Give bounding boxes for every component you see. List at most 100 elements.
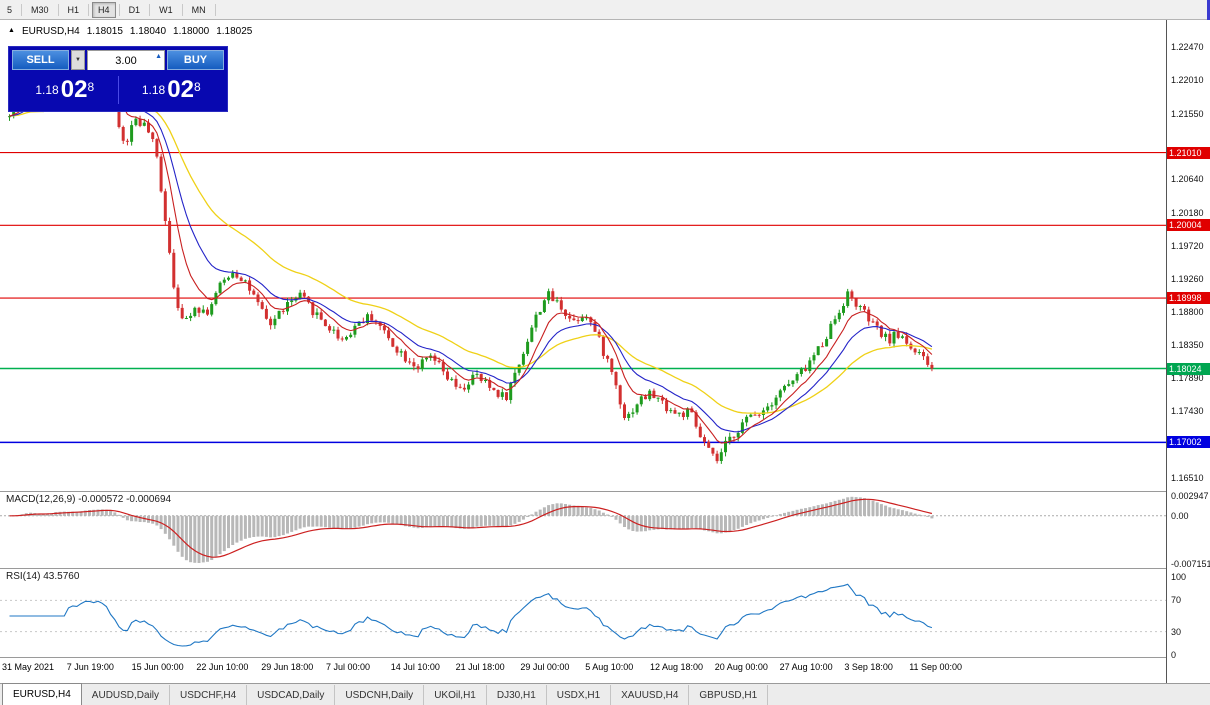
price-level-tag: 1.20004 bbox=[1167, 219, 1210, 232]
timeframe-button-mn[interactable]: MN bbox=[186, 2, 212, 18]
rsi-indicator-label: RSI(14) 43.5760 bbox=[6, 571, 80, 582]
timeframe-button-w1[interactable]: W1 bbox=[153, 2, 179, 18]
ohlc-low-value: 1.18000 bbox=[173, 26, 210, 37]
time-axis-label: 29 Jun 18:00 bbox=[261, 662, 314, 672]
sell-price-prefix: 1.18 bbox=[35, 83, 59, 98]
ohlc-high-value: 1.18040 bbox=[129, 26, 167, 37]
chart-tab-usdcnh[interactable]: USDCNH,Daily bbox=[335, 685, 425, 705]
chart-region: ▲ EURUSD,H4 1.18015 1.18040 1.18000 1.18… bbox=[0, 20, 1210, 683]
price-axis-label: 1.19260 bbox=[1171, 274, 1204, 285]
ohlc-close-value: 1.18025 bbox=[216, 26, 253, 37]
time-axis-label: 20 Aug 00:00 bbox=[714, 662, 768, 672]
chart-tab-xauusd[interactable]: XAUUSD,H4 bbox=[611, 685, 690, 705]
price-level-tag: 1.21010 bbox=[1167, 146, 1210, 159]
price-axis-label: 1.21550 bbox=[1171, 108, 1204, 119]
axis-separator bbox=[1166, 20, 1167, 683]
price-axis[interactable]: 1.22470 1.22010 1.21550 1.20640 1.20180 1.197… bbox=[1167, 20, 1210, 683]
toolbar-separator bbox=[57, 3, 59, 16]
timeframe-button-h1[interactable]: H1 bbox=[62, 2, 86, 18]
chart-tab-gbpusd[interactable]: GBPUSD,H1 bbox=[689, 685, 769, 705]
time-axis-label: 5 Aug 10:00 bbox=[585, 662, 634, 672]
time-axis-label: 3 Sep 18:00 bbox=[844, 662, 893, 672]
timeframe-button-5[interactable]: 5 bbox=[1, 2, 18, 18]
toolbar-separator bbox=[21, 3, 23, 16]
time-axis-label: 11 Sep 00:00 bbox=[909, 662, 963, 672]
price-level-tag: 1.17002 bbox=[1167, 436, 1210, 449]
time-axis[interactable]: 31 May 2021 7 Jun 19:00 15 Jun 00:00 22 Jun… bbox=[0, 657, 1166, 683]
sell-price-big: 02 bbox=[60, 75, 88, 103]
time-axis-label: 31 May 2021 bbox=[2, 662, 55, 672]
buy-button[interactable]: BUY bbox=[167, 50, 224, 70]
toolbar-separator bbox=[88, 3, 90, 16]
chart-tab-dj30[interactable]: DJ30,H1 bbox=[487, 685, 547, 705]
chart-tab-usdcad[interactable]: USDCAD,Daily bbox=[247, 685, 336, 705]
timeframe-button-h4[interactable]: H4 bbox=[92, 1, 116, 18]
trade-panel-controls: SELL ▼ ▲ BUY bbox=[12, 50, 224, 70]
price-axis-label: 1.20640 bbox=[1171, 174, 1204, 185]
chart-tab-bar: EURUSD,H4 AUDUSD,Daily USDCHF,H4 USDCAD,Dai… bbox=[0, 683, 1210, 705]
time-axis-label: 14 Jul 10:00 bbox=[390, 662, 440, 672]
macd-axis-label: 0.002947 bbox=[1171, 491, 1209, 501]
buy-price-prefix: 1.18 bbox=[141, 83, 166, 98]
price-axis-label: 1.19720 bbox=[1171, 240, 1204, 251]
sell-price-display[interactable]: 1.18 02 8 bbox=[12, 75, 118, 103]
chart-symbol-label: EURUSD,H4 bbox=[21, 26, 80, 37]
time-axis-label: 7 Jul 00:00 bbox=[326, 662, 371, 672]
macd-indicator-label: MACD(12,26,9) -0.000572 -0.000694 bbox=[6, 494, 172, 505]
pane-separator[interactable] bbox=[0, 491, 1210, 492]
volume-field-wrap: ▲ bbox=[87, 50, 165, 70]
toolbar-separator bbox=[214, 3, 216, 16]
chart-tab-usdchf[interactable]: USDCHF,H4 bbox=[170, 685, 248, 705]
time-axis-label: 27 Aug 10:00 bbox=[779, 662, 833, 672]
sell-button[interactable]: SELL bbox=[12, 50, 69, 70]
macd-axis-label: 0.00 bbox=[1171, 510, 1189, 521]
volume-dropdown-icon[interactable]: ▼ bbox=[71, 50, 85, 70]
time-axis-label: 21 Jul 18:00 bbox=[455, 662, 505, 672]
rsi-axis-label: 70 bbox=[1171, 595, 1182, 606]
chart-tab-audusd[interactable]: AUDUSD,Daily bbox=[82, 685, 171, 705]
time-axis-label: 12 Aug 18:00 bbox=[650, 662, 704, 672]
price-axis-label: 1.22470 bbox=[1171, 42, 1204, 53]
toolbar-separator bbox=[149, 3, 151, 16]
price-axis-label: 1.20180 bbox=[1171, 207, 1204, 218]
buy-price-big: 02 bbox=[167, 75, 194, 103]
time-axis-label: 15 Jun 00:00 bbox=[131, 662, 184, 672]
volume-increase-icon[interactable]: ▲ bbox=[155, 53, 162, 60]
sell-price-sup: 8 bbox=[87, 79, 95, 94]
rsi-axis-label: 30 bbox=[1171, 626, 1182, 637]
trade-panel-quotes: 1.18 02 8 1.18 02 8 bbox=[12, 72, 224, 108]
chart-tab-eurusd[interactable]: EURUSD,H4 bbox=[2, 683, 82, 705]
quote-divider bbox=[117, 76, 119, 104]
time-axis-label: 7 Jun 19:00 bbox=[66, 662, 114, 672]
chart-header: ▲ EURUSD,H4 1.18015 1.18040 1.18000 1.18… bbox=[8, 26, 252, 37]
price-axis-label: 1.18350 bbox=[1171, 339, 1204, 350]
chart-tab-usdx[interactable]: USDX,H1 bbox=[547, 685, 612, 705]
toolbar-separator bbox=[181, 3, 183, 16]
price-axis-label: 1.22010 bbox=[1171, 75, 1204, 86]
symbol-up-icon: ▲ bbox=[8, 27, 15, 34]
price-chart-canvas[interactable] bbox=[0, 20, 1166, 683]
price-axis-label: 1.16510 bbox=[1171, 472, 1204, 483]
timeframe-toolbar: 5 M30 H1 H4 D1 W1 MN bbox=[0, 0, 1207, 20]
price-level-tag: 1.18998 bbox=[1167, 292, 1210, 305]
price-axis-label: 1.18800 bbox=[1171, 307, 1204, 318]
time-axis-label: 29 Jul 00:00 bbox=[520, 662, 570, 672]
price-axis-label: 1.17430 bbox=[1171, 406, 1204, 417]
time-axis-label: 22 Jun 10:00 bbox=[196, 662, 249, 672]
price-level-tag: 1.18024 bbox=[1167, 362, 1210, 375]
price-axis-label: 1.17890 bbox=[1171, 373, 1204, 384]
ohlc-open-value: 1.18015 bbox=[86, 26, 123, 37]
pane-separator bbox=[0, 657, 1210, 658]
timeframe-button-d1[interactable]: D1 bbox=[123, 2, 147, 18]
rsi-axis-label: 0 bbox=[1171, 650, 1177, 660]
volume-input[interactable] bbox=[88, 52, 164, 70]
buy-price-sup: 8 bbox=[193, 79, 201, 94]
rsi-axis-label: 100 bbox=[1171, 572, 1187, 582]
pane-separator[interactable] bbox=[0, 568, 1210, 569]
chart-tab-ukoil[interactable]: UKOil,H1 bbox=[424, 685, 487, 705]
toolbar-separator bbox=[118, 3, 120, 16]
buy-price-display[interactable]: 1.18 02 8 bbox=[119, 75, 225, 103]
timeframe-button-m30[interactable]: M30 bbox=[25, 2, 55, 18]
